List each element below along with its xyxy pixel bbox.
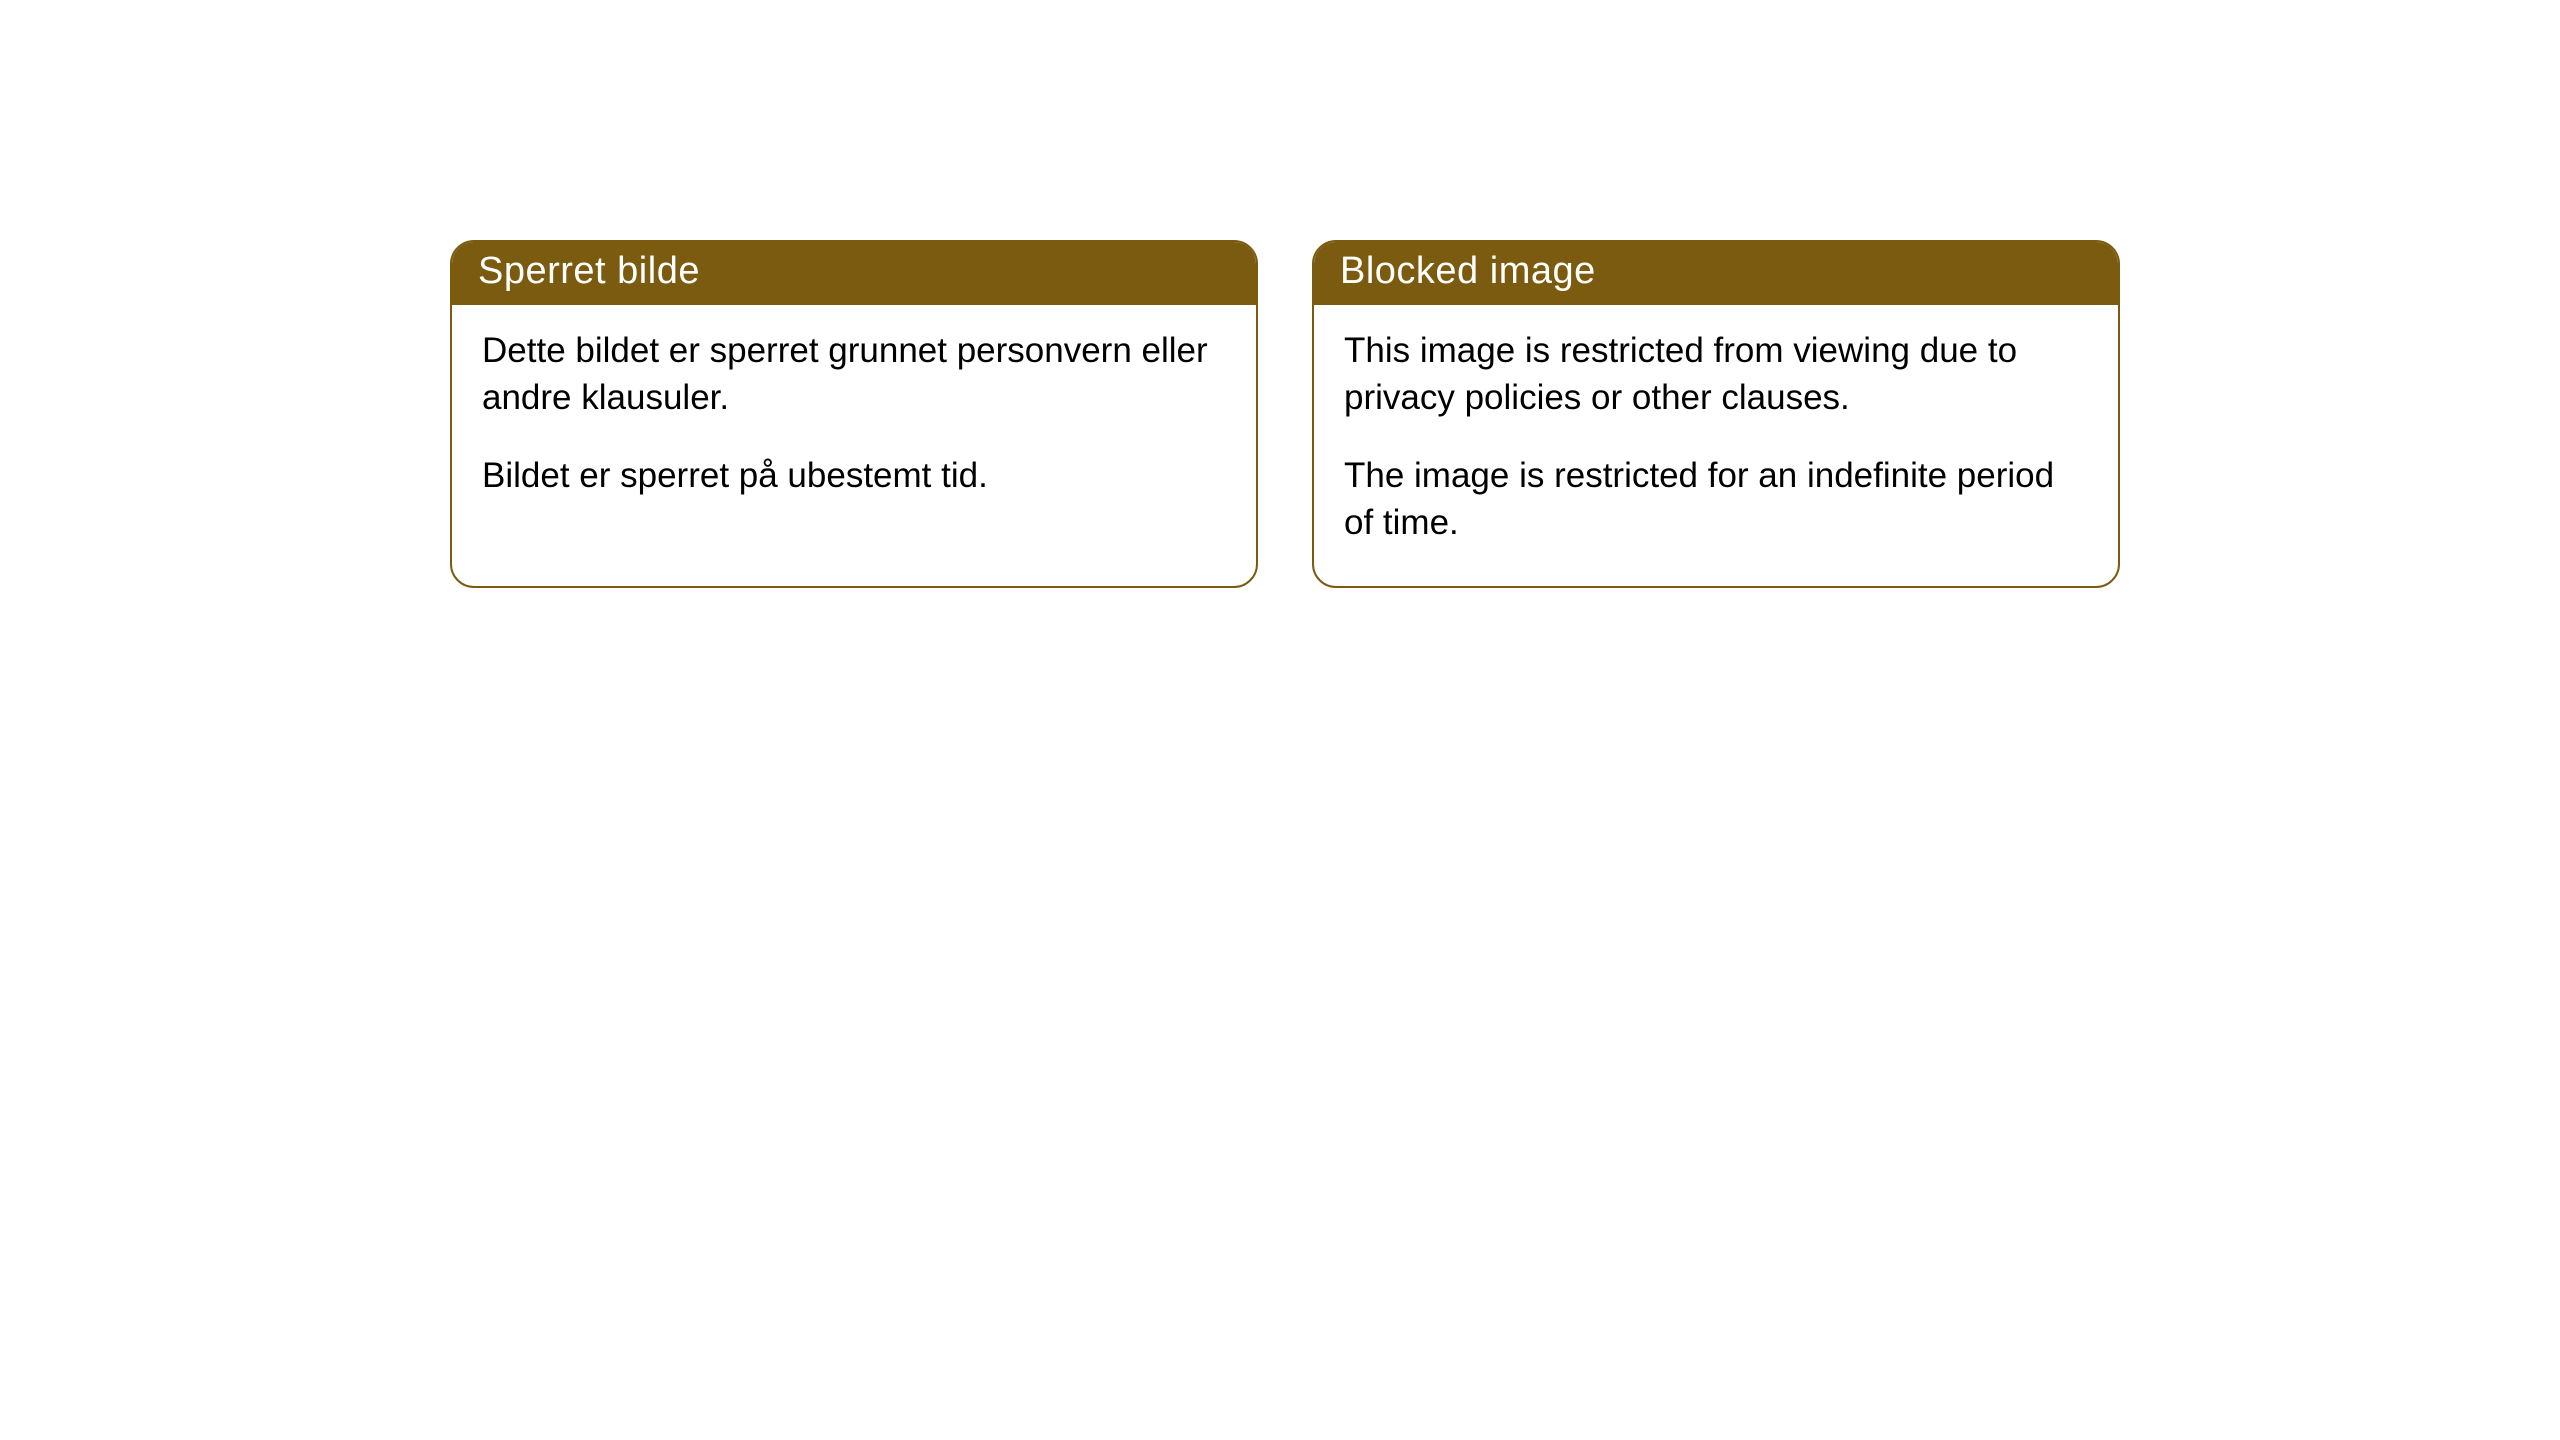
notice-card-norwegian: Sperret bilde Dette bildet er sperret gr… (450, 240, 1258, 588)
notice-body: Dette bildet er sperret grunnet personve… (452, 305, 1256, 539)
notice-paragraph-2: Bildet er sperret på ubestemt tid. (482, 452, 1226, 499)
notice-card-english: Blocked image This image is restricted f… (1312, 240, 2120, 588)
notice-header: Sperret bilde (452, 242, 1256, 305)
notice-paragraph-2: The image is restricted for an indefinit… (1344, 452, 2088, 547)
notice-paragraph-1: This image is restricted from viewing du… (1344, 327, 2088, 422)
notice-header: Blocked image (1314, 242, 2118, 305)
notice-body: This image is restricted from viewing du… (1314, 305, 2118, 586)
notice-container: Sperret bilde Dette bildet er sperret gr… (0, 0, 2560, 588)
notice-paragraph-1: Dette bildet er sperret grunnet personve… (482, 327, 1226, 422)
